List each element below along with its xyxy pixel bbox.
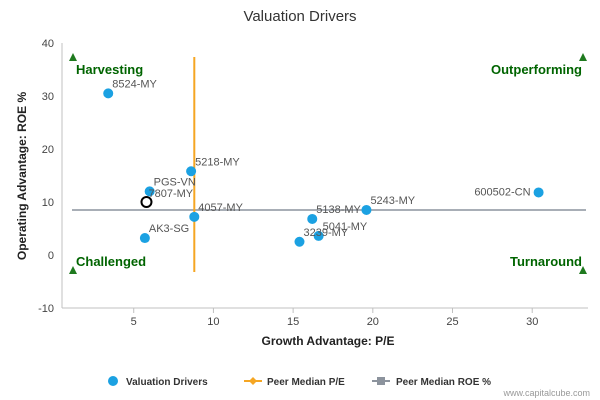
data-label-4057-my: 4057-MY xyxy=(198,202,243,214)
data-label-pgs-vn: PGS-VN xyxy=(154,176,196,188)
data-point-5041-my xyxy=(313,230,324,241)
plot-area: 5 10 15 20 25 30 -10 0 10 20 30 40 Harvesting Outperf… xyxy=(38,38,588,328)
legend-item-peer-median-roe[interactable]: Peer Median ROE % xyxy=(372,377,491,388)
data-point-4057-my xyxy=(189,211,200,222)
legend: Valuation Drivers Peer Median P/E Peer M… xyxy=(108,376,491,388)
quadrant-arrow-icon xyxy=(579,53,587,61)
quadrant-label-bottom-left: Challenged xyxy=(76,254,146,269)
chart-title: Valuation Drivers xyxy=(243,8,356,25)
x-tick-label: 30 xyxy=(526,316,538,328)
data-point-600502-cn xyxy=(533,187,544,198)
legend-marker-valuation-drivers xyxy=(108,376,118,386)
x-tick-label: 20 xyxy=(367,316,379,328)
data-point-5218-my xyxy=(186,166,197,177)
credit-text[interactable]: www.capitalcube.com xyxy=(502,388,590,398)
data-label-3239-my: 3239-MY xyxy=(303,227,348,239)
data-point-ak3-sg xyxy=(139,233,150,244)
quadrant-label-top-right: Outperforming xyxy=(491,62,582,77)
data-point-pgs-vn xyxy=(144,186,155,197)
quadrant-arrow-icon xyxy=(579,266,587,274)
quadrant-label-bottom-right: Turnaround xyxy=(510,254,582,269)
legend-item-valuation-drivers[interactable]: Valuation Drivers xyxy=(108,376,208,388)
y-axis-title: Operating Advantage: ROE % xyxy=(15,92,29,261)
data-label-5041-my: 5041-MY xyxy=(323,221,368,233)
data-point-8524-my xyxy=(103,88,114,99)
x-tick-label: 15 xyxy=(287,316,299,328)
quadrant-label-top-left: Harvesting xyxy=(76,62,143,77)
legend-item-peer-median-pe[interactable]: Peer Median P/E xyxy=(244,377,345,388)
x-tick-label: 25 xyxy=(446,316,458,328)
quadrant-arrow-icon xyxy=(69,53,77,61)
x-tick-label: 5 xyxy=(131,316,137,328)
y-tick-label: 10 xyxy=(42,197,54,209)
y-tick-label: 30 xyxy=(42,91,54,103)
data-point-5138-my xyxy=(307,213,318,224)
data-label-5138-my: 5138-MY xyxy=(316,204,361,216)
legend-label-valuation-drivers: Valuation Drivers xyxy=(126,377,208,388)
data-label-highlight: 7807-MY xyxy=(148,188,193,200)
data-label-ak3-sg: AK3-SG xyxy=(149,223,189,235)
data-point-5243-my xyxy=(361,204,372,215)
quadrant-arrow-icon xyxy=(69,266,77,274)
y-tick-label: 20 xyxy=(42,144,54,156)
legend-label-peer-median-roe: Peer Median ROE % xyxy=(396,377,491,388)
x-axis-title: Growth Advantage: P/E xyxy=(262,334,395,348)
legend-square-icon xyxy=(377,377,385,385)
data-label-5243-my: 5243-MY xyxy=(370,195,415,207)
y-tick-label: 0 xyxy=(48,250,54,262)
data-point-highlight xyxy=(140,196,153,208)
legend-diamond-icon xyxy=(249,377,257,385)
data-label-600502-cn: 600502-CN xyxy=(474,186,530,198)
y-tick-label: -10 xyxy=(38,303,54,315)
data-label-5218-my: 5218-MY xyxy=(195,156,240,168)
data-point-3239-my xyxy=(294,236,305,247)
legend-label-peer-median-pe: Peer Median P/E xyxy=(267,377,345,388)
data-label-8524-my: 8524-MY xyxy=(112,78,157,90)
x-tick-label: 10 xyxy=(207,316,219,328)
y-tick-label: 40 xyxy=(42,38,54,50)
